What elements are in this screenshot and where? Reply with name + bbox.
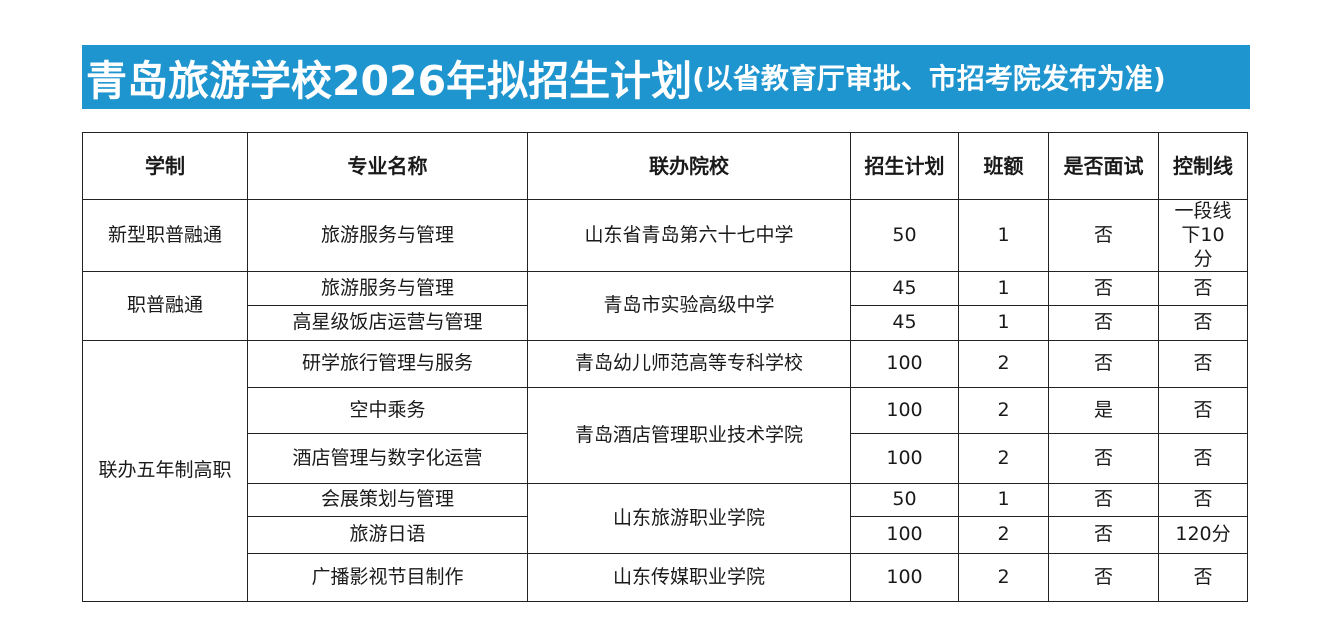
cell-major: 旅游日语	[247, 516, 528, 555]
table-row: 旅游日语 100 2 否 120分	[83, 516, 1248, 555]
cell-system: 新型职普融通	[82, 198, 248, 273]
cell-school: 山东省青岛第六十七中学	[527, 198, 851, 273]
title-main: 青岛旅游学校2026年拟招生计划	[86, 57, 693, 105]
cell-plan: 100	[850, 433, 959, 485]
cell-school: 青岛幼儿师范高等专科学校	[527, 340, 851, 389]
cell-major: 旅游服务与管理	[247, 198, 528, 273]
cell-classes: 1	[958, 198, 1049, 273]
cell-interview: 否	[1048, 516, 1159, 555]
table-header-row: 学制 专业名称 联办院校 招生计划 班额 是否面试 控制线	[82, 132, 1248, 200]
cell-interview: 否	[1048, 340, 1159, 389]
cell-major: 研学旅行管理与服务	[247, 340, 528, 389]
cell-plan: 100	[850, 553, 959, 603]
cell-interview: 否	[1048, 271, 1159, 307]
header-cell-line: 控制线	[1158, 132, 1248, 200]
table-row: 酒店管理与数字化运营 100 2 否 否	[83, 433, 1248, 485]
cell-major: 高星级饭店运营与管理	[247, 305, 528, 342]
cell-line: 否	[1158, 305, 1248, 342]
cell-major: 酒店管理与数字化运营	[247, 433, 528, 485]
cell-plan: 50	[850, 483, 959, 518]
enrollment-plan-table: 学制 专业名称 联办院校 招生计划 班额 是否面试 控制线 新型职普融通 旅游服…	[82, 132, 1248, 603]
table-row: 广播影视节目制作 山东传媒职业学院 100 2 否 否	[83, 553, 1248, 603]
cell-plan: 100	[850, 340, 959, 389]
cell-plan: 100	[850, 516, 959, 555]
cell-system: 联办五年制高职	[82, 340, 248, 603]
cell-classes: 2	[958, 433, 1049, 485]
cell-classes: 2	[958, 340, 1049, 389]
cell-school: 山东传媒职业学院	[527, 553, 851, 603]
cell-interview: 否	[1048, 433, 1159, 485]
table-row: 空中乘务 青岛酒店管理职业技术学院 100 2 是 否	[83, 387, 1248, 485]
cell-line: 一段线下10分	[1158, 198, 1248, 273]
header-cell-system: 学制	[82, 132, 248, 200]
table-row: 联办五年制高职 研学旅行管理与服务 青岛幼儿师范高等专科学校 100 2 否 否	[82, 340, 1248, 603]
cell-interview: 否	[1048, 553, 1159, 603]
cell-plan: 45	[850, 271, 959, 307]
cell-line: 否	[1158, 271, 1248, 307]
cell-classes: 1	[958, 305, 1049, 342]
cell-line: 否	[1158, 433, 1248, 485]
cell-interview: 是	[1048, 387, 1159, 435]
cell-line: 120分	[1158, 516, 1248, 555]
cell-line: 否	[1158, 340, 1248, 389]
cell-line: 否	[1158, 483, 1248, 518]
cell-classes: 2	[958, 553, 1049, 603]
cell-major: 旅游服务与管理	[247, 271, 528, 307]
table-row: 高星级饭店运营与管理 45 1 否 否	[83, 305, 1248, 342]
header-cell-classes: 班额	[958, 132, 1049, 200]
table-row: 新型职普融通 旅游服务与管理 山东省青岛第六十七中学 50 1 否 一段线下10…	[82, 198, 1248, 273]
cell-interview: 否	[1048, 483, 1159, 518]
cell-line: 否	[1158, 387, 1248, 435]
table-row: 会展策划与管理 山东旅游职业学院 50 1 否 否	[83, 483, 1248, 555]
header-cell-interview: 是否面试	[1048, 132, 1159, 200]
cell-system: 职普融通	[82, 271, 248, 342]
cell-plan: 45	[850, 305, 959, 342]
cell-classes: 1	[958, 483, 1049, 518]
cell-school: 山东旅游职业学院	[527, 483, 851, 555]
cell-plan: 100	[850, 387, 959, 435]
cell-classes: 1	[958, 271, 1049, 307]
cell-school: 青岛市实验高级中学	[527, 271, 851, 342]
cell-line: 否	[1158, 553, 1248, 603]
cell-major: 广播影视节目制作	[247, 553, 528, 603]
cell-plan: 50	[850, 198, 959, 273]
cell-major: 空中乘务	[247, 387, 528, 435]
title-subtitle: (以省教育厅审批、市招考院发布为准)	[692, 62, 1166, 95]
cell-interview: 否	[1048, 198, 1159, 273]
cell-classes: 2	[958, 387, 1049, 435]
header-cell-school: 联办院校	[527, 132, 851, 200]
cell-classes: 2	[958, 516, 1049, 555]
header-cell-plan: 招生计划	[850, 132, 959, 200]
header-cell-major: 专业名称	[247, 132, 528, 200]
cell-major: 会展策划与管理	[247, 483, 528, 518]
cell-school: 青岛酒店管理职业技术学院	[527, 387, 851, 485]
cell-interview: 否	[1048, 305, 1159, 342]
table-row: 职普融通 旅游服务与管理 青岛市实验高级中学 45 1 否 否	[82, 271, 1248, 342]
page-title: 青岛旅游学校2026年拟招生计划 (以省教育厅审批、市招考院发布为准)	[82, 45, 1250, 109]
